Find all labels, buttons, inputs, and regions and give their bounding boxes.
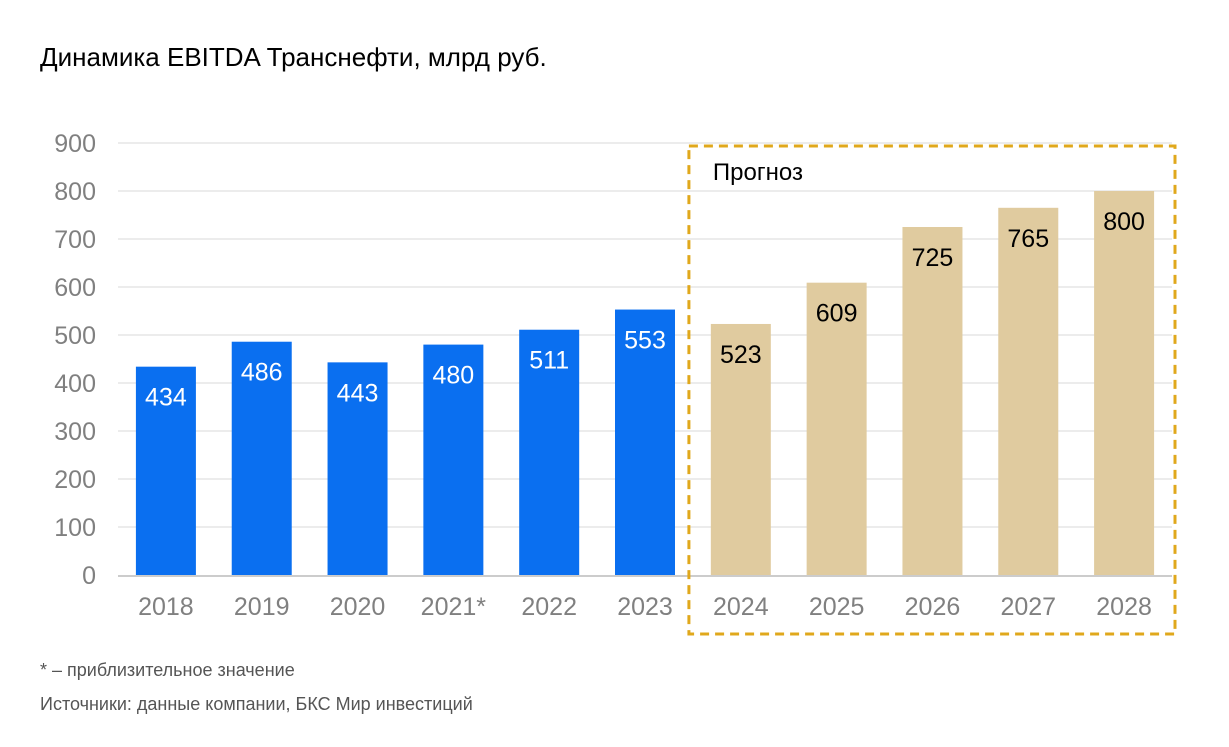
y-tick-label: 600 — [54, 274, 96, 302]
bar-value-label: 511 — [529, 347, 569, 375]
x-tick-label: 2025 — [809, 593, 865, 621]
y-tick-label: 800 — [54, 178, 96, 206]
x-tick-label: 2021* — [421, 593, 487, 621]
actual-bar — [615, 309, 675, 575]
y-tick-label: 900 — [54, 130, 96, 158]
y-tick-label: 700 — [54, 226, 96, 254]
y-tick-label: 200 — [54, 466, 96, 494]
bar-value-label: 765 — [1007, 225, 1049, 253]
bar-value-label: 443 — [337, 379, 379, 407]
bar-value-label: 725 — [912, 244, 954, 272]
bar-value-label: 486 — [241, 359, 283, 387]
forecast-bar — [902, 227, 963, 575]
source-note: Источники: данные компании, БКС Мир инве… — [40, 694, 473, 714]
actual-bar — [423, 344, 484, 575]
bar-value-label: 480 — [433, 362, 475, 390]
bars — [135, 191, 1155, 576]
x-tick-label: 2023 — [617, 593, 673, 621]
forecast-box — [687, 144, 1177, 636]
actual-bar — [327, 362, 388, 575]
x-tick-label: 2027 — [1000, 593, 1056, 621]
forecast-label: Прогноз — [713, 159, 803, 186]
bar-value-label: 553 — [624, 327, 666, 355]
x-tick-label: 2026 — [905, 593, 961, 621]
bar-value-label: 523 — [720, 341, 762, 369]
x-tick-label: 2018 — [138, 593, 194, 621]
data-labels: 434 486 443 480 511 553 523 609 725 765 800 — [145, 208, 1145, 412]
x-axis-ticks: 2018 2019 2020 2021* 2022 2023 2024 2025 2026 202… — [138, 593, 1152, 621]
chart-title: Динамика EBITDA Транснефти, млрд руб. — [40, 42, 547, 72]
y-tick-label: 400 — [54, 370, 96, 398]
forecast-bar — [710, 323, 771, 575]
y-tick-label: 0 — [82, 562, 96, 590]
footnote: * – приблизительное значение — [40, 660, 295, 680]
bar-value-label: 800 — [1103, 208, 1145, 236]
forecast-bar — [998, 207, 1059, 576]
actual-bar — [519, 329, 580, 575]
y-tick-label: 100 — [54, 514, 96, 542]
x-tick-label: 2024 — [713, 593, 769, 621]
forecast-bar — [1094, 191, 1155, 575]
x-tick-label: 2028 — [1096, 593, 1152, 621]
actual-bar — [231, 341, 292, 575]
y-tick-label: 500 — [54, 322, 96, 350]
bar-value-label: 609 — [816, 300, 858, 328]
actual-bar — [135, 366, 196, 575]
x-tick-label: 2022 — [521, 593, 577, 621]
x-tick-label: 2019 — [234, 593, 290, 621]
y-axis-ticks: 0 100 200 300 400 500 600 700 800 900 — [54, 130, 96, 590]
forecast-bar — [806, 282, 867, 575]
x-tick-label: 2020 — [330, 593, 386, 621]
bar-value-label: 434 — [145, 384, 187, 412]
y-tick-label: 300 — [54, 418, 96, 446]
